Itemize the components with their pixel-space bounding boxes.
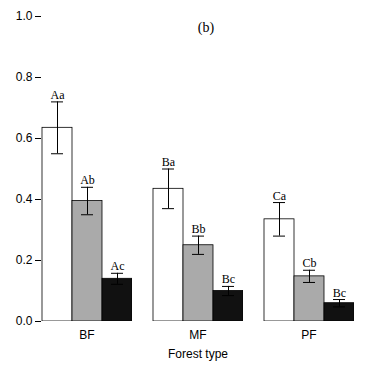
svg-text:(b): (b) (198, 20, 215, 36)
svg-text:Cb: Cb (302, 256, 316, 270)
svg-text:Bc: Bc (222, 272, 235, 286)
svg-text:Ba: Ba (162, 155, 176, 169)
svg-text:Forest type: Forest type (168, 347, 228, 361)
svg-text:Ac: Ac (111, 259, 125, 273)
svg-text:0.6: 0.6 (16, 131, 33, 145)
svg-text:Aa: Aa (51, 88, 66, 102)
svg-text:0.8: 0.8 (16, 70, 33, 84)
svg-text:Ab: Ab (80, 173, 95, 187)
svg-text:0.0: 0.0 (16, 314, 33, 328)
svg-text:Bc: Bc (333, 286, 346, 300)
svg-text:BF: BF (79, 328, 94, 342)
svg-text:1.0: 1.0 (16, 9, 33, 23)
svg-text:MF: MF (189, 328, 206, 342)
svg-text:PF: PF (301, 328, 316, 342)
svg-text:Ca: Ca (273, 189, 287, 203)
svg-text:0.4: 0.4 (16, 192, 33, 206)
svg-text:Bb: Bb (191, 222, 205, 236)
svg-text:0.2: 0.2 (16, 253, 33, 267)
